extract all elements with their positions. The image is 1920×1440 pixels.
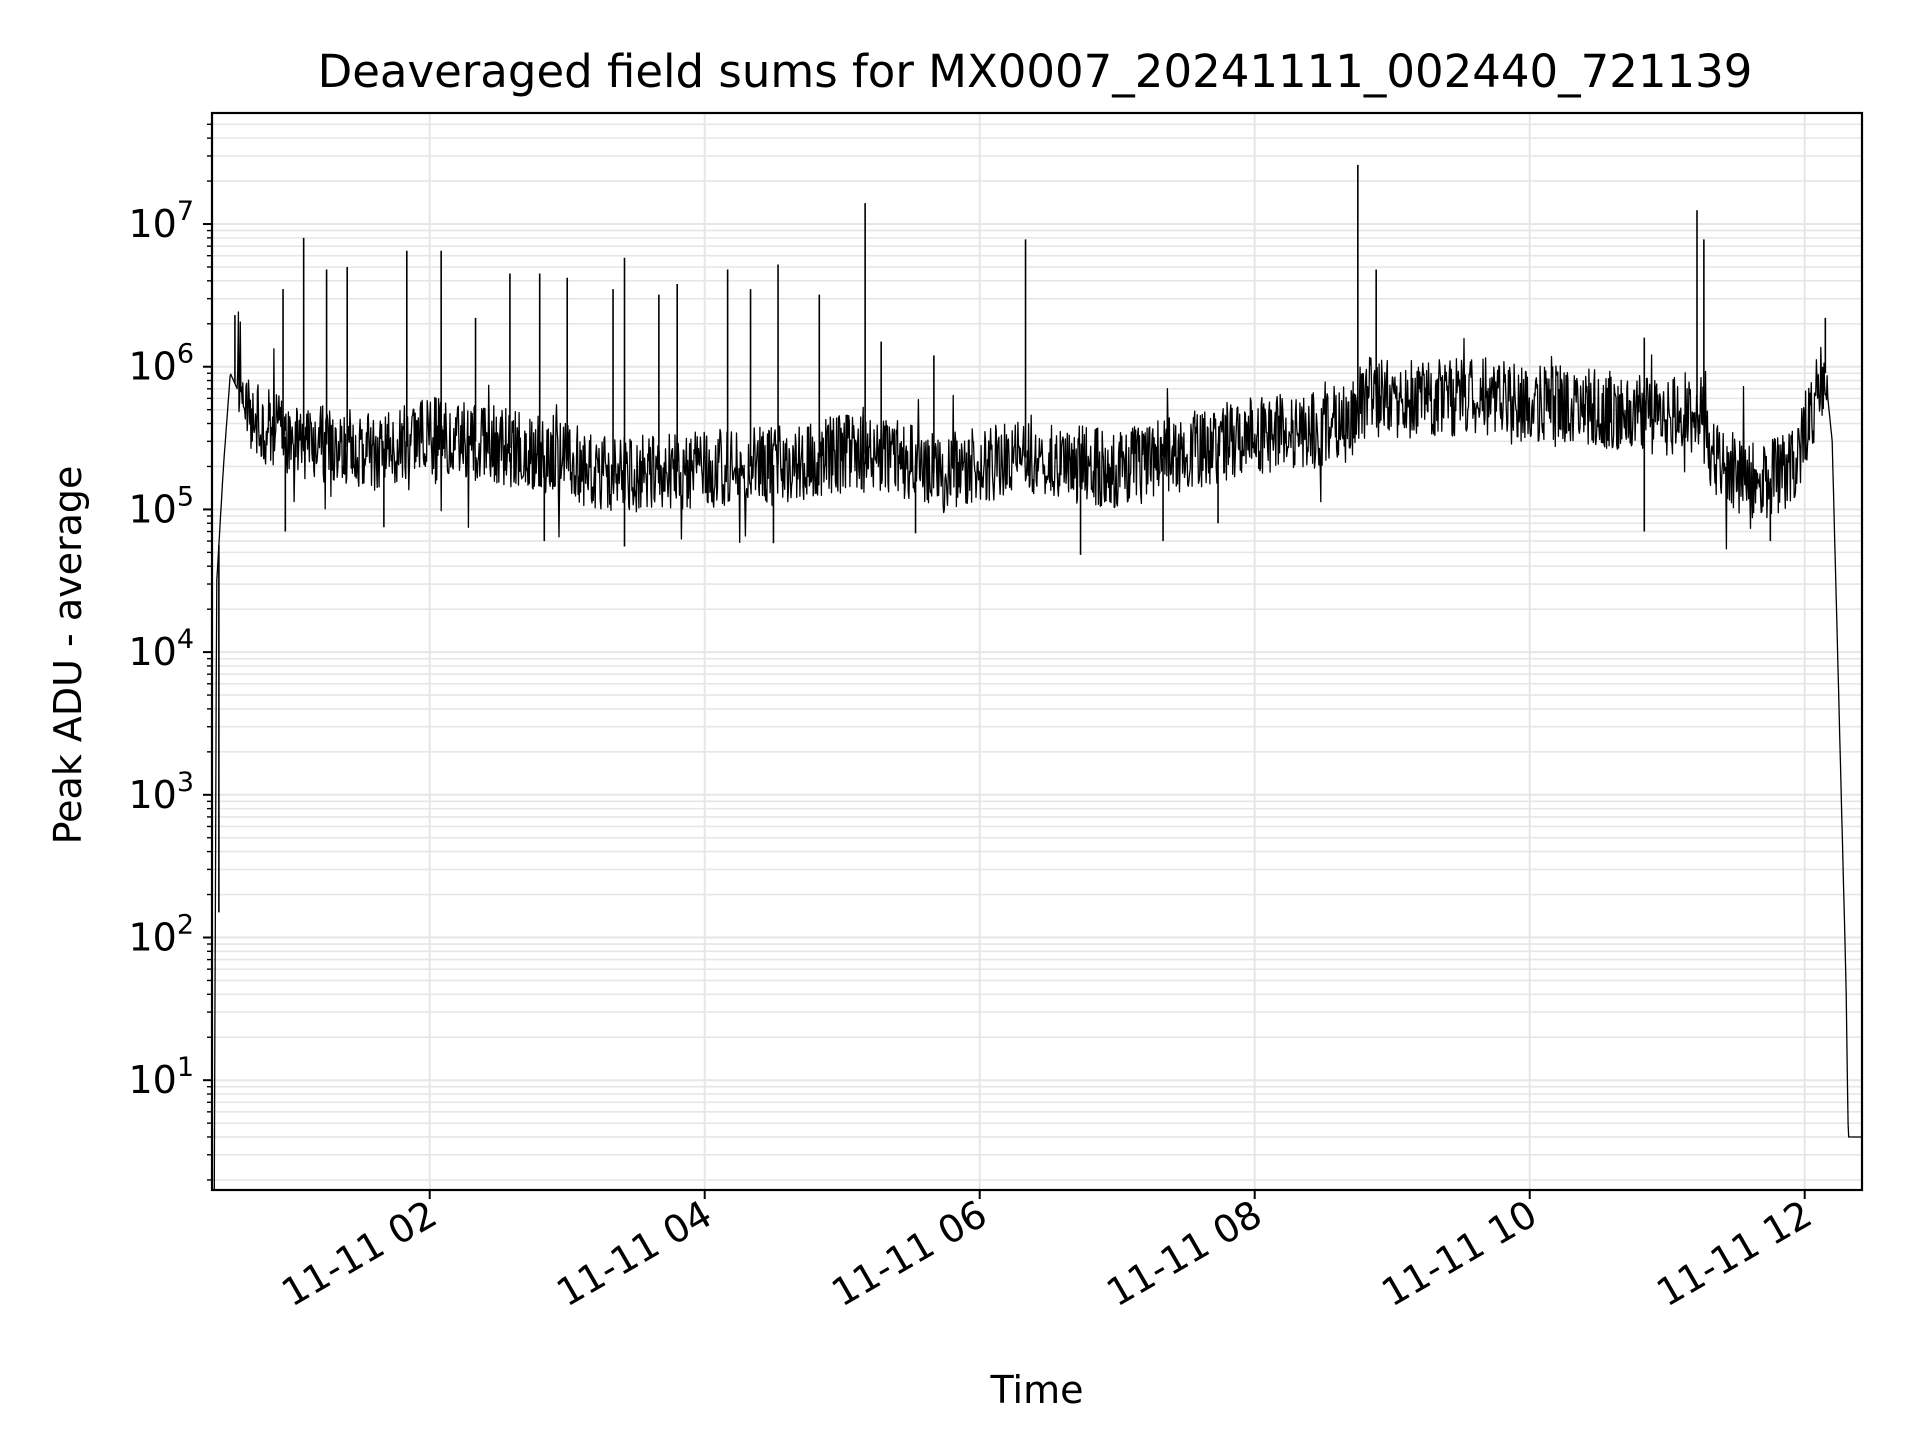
y-tick-label: 104 xyxy=(128,624,194,674)
x-axis-label: Time xyxy=(990,1368,1084,1412)
y-tick-label: 105 xyxy=(128,481,194,531)
x-axis: 11-11 02 11-11 04 11-11 06 11-11 08 11-11 10… xyxy=(274,1190,1819,1315)
grid xyxy=(212,113,1862,1190)
y-tick-label: 103 xyxy=(128,767,194,817)
y-tick-label: 106 xyxy=(128,339,194,389)
x-tick-label: 11-11 04 xyxy=(549,1192,719,1316)
series-line xyxy=(213,311,1863,1191)
y-tick-label: 107 xyxy=(128,196,194,246)
y-axis-label: Peak ADU - average xyxy=(46,466,90,845)
x-tick-label: 11-11 06 xyxy=(824,1192,994,1316)
x-tick-label: 11-11 02 xyxy=(274,1192,444,1316)
plot-area xyxy=(213,164,1863,1191)
x-tick-label: 11-11 08 xyxy=(1099,1192,1269,1316)
x-tick-label: 11-11 12 xyxy=(1649,1192,1819,1316)
y-tick-label: 101 xyxy=(128,1052,194,1102)
y-axis: 101 102 103 104 105 106 107 xyxy=(128,123,212,1181)
x-tick-label: 11-11 10 xyxy=(1374,1192,1544,1316)
chart-title: Deaveraged field sums for MX0007_2024111… xyxy=(318,45,1753,98)
y-tick-label: 102 xyxy=(128,909,194,959)
